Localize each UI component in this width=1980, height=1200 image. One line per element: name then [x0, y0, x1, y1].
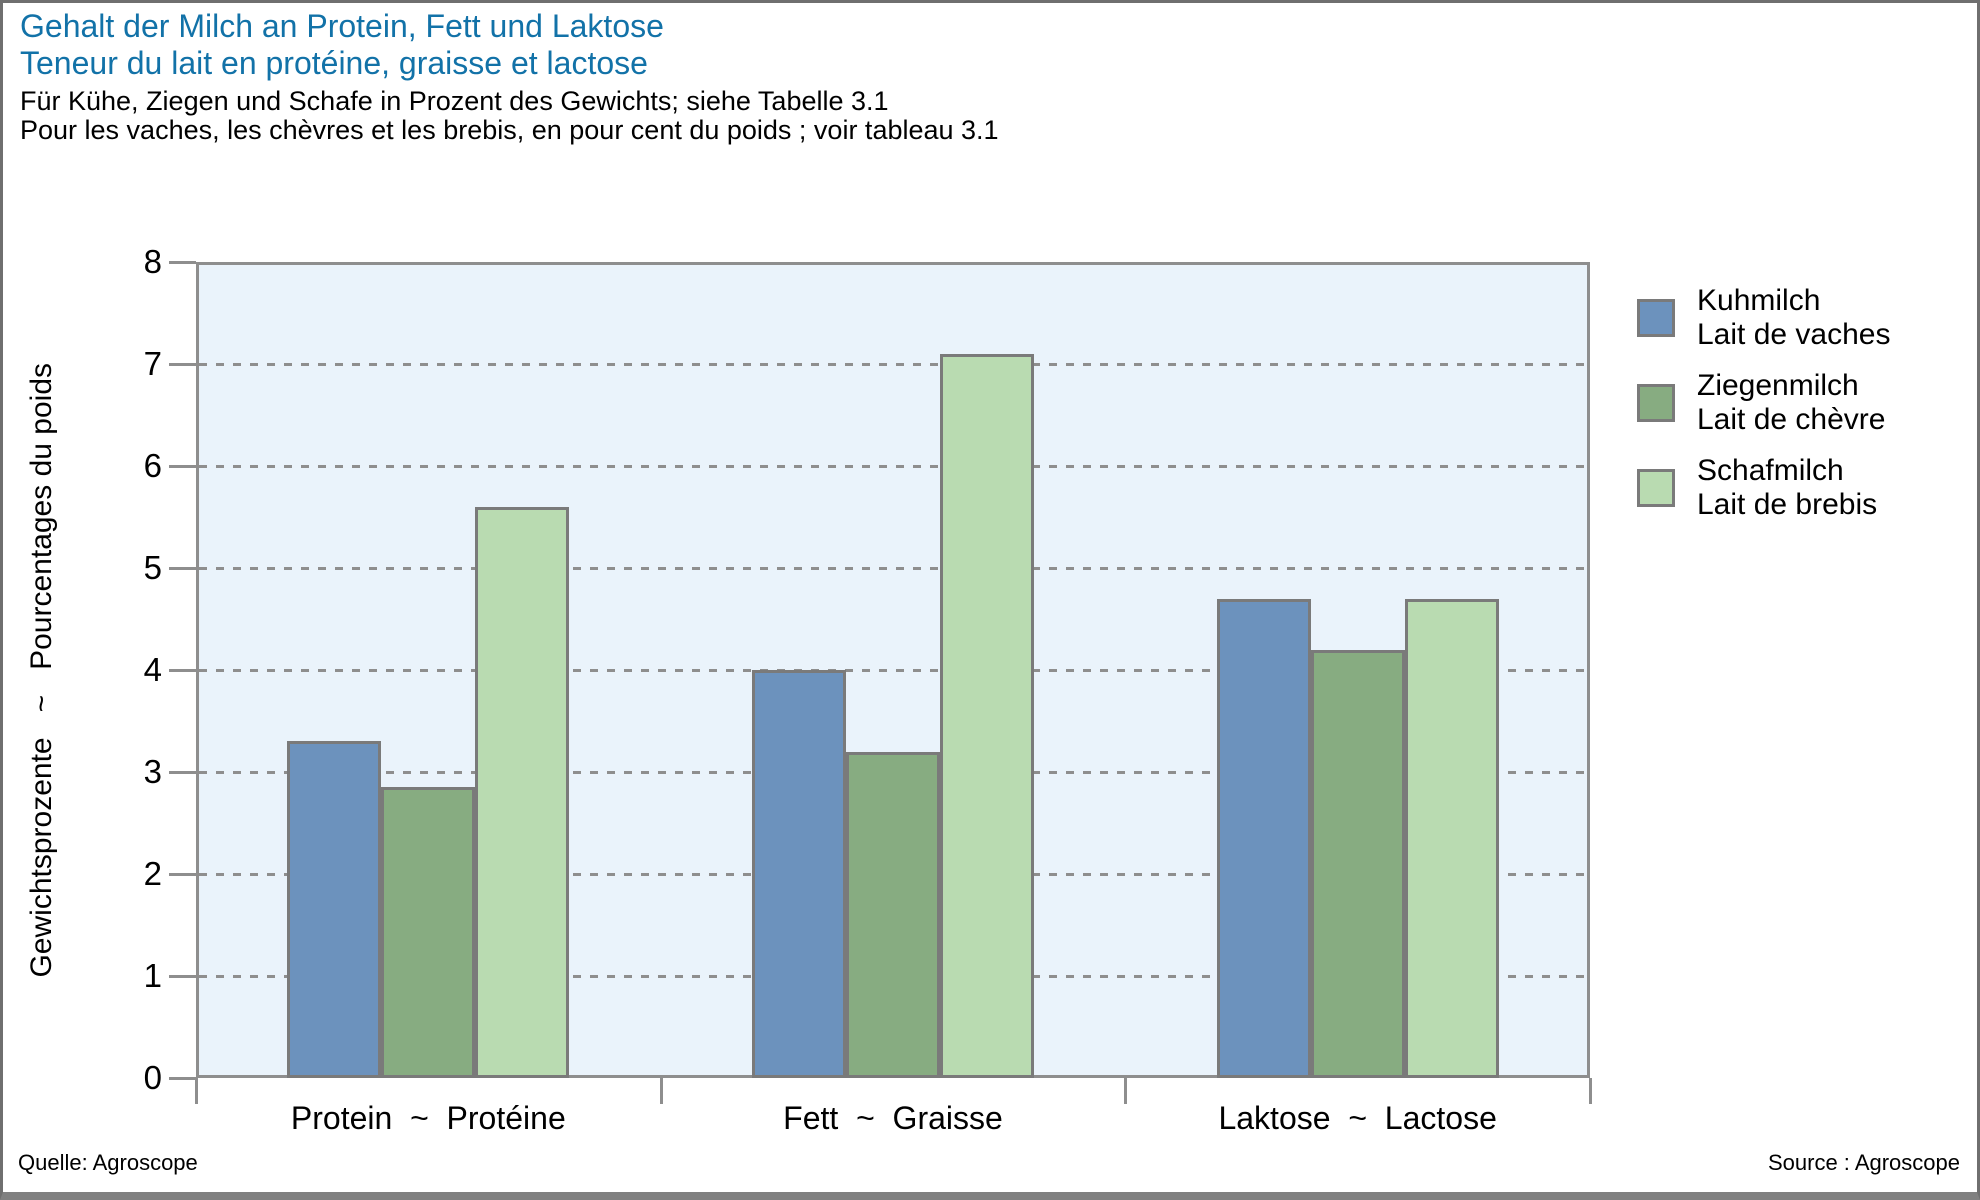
- y-tick-8: [169, 261, 196, 264]
- x-tick-0: [195, 1078, 198, 1104]
- bar-ziegenmilch-group3: [1311, 650, 1405, 1078]
- y-tick-label-6: 6: [143, 447, 162, 484]
- y-tick-4: [169, 669, 196, 672]
- x-tick-2: [1124, 1078, 1128, 1104]
- chart-subtitle-de: Für Kühe, Ziegen und Schafe in Prozent d…: [20, 86, 889, 116]
- legend-item-schafmilch: Schafmilch Lait de brebis: [1637, 454, 1890, 522]
- y-tick-label-3: 3: [143, 753, 162, 790]
- y-tick-label-5: 5: [143, 549, 162, 586]
- y-tick-0: [169, 1077, 196, 1080]
- chart-title-fr: Teneur du lait en protéine, graisse et l…: [20, 45, 648, 81]
- x-tick-1: [659, 1078, 663, 1104]
- bar-kuhmilch-group3: [1217, 599, 1311, 1078]
- chart-subtitle-fr: Pour les vaches, les chèvres et les breb…: [20, 115, 999, 145]
- y-tick-label-1: 1: [143, 957, 162, 994]
- chart-title-de: Gehalt der Milch an Protein, Fett und La…: [20, 8, 664, 44]
- y-tick-label-8: 8: [143, 243, 162, 280]
- legend-swatch-ziegenmilch: [1637, 384, 1675, 422]
- x-axis-label-1: Protein ~ Protéine: [290, 1100, 566, 1136]
- y-tick-7: [169, 363, 196, 366]
- bar-kuhmilch-group2: [752, 670, 846, 1078]
- chart-legend: Kuhmilch Lait de vaches Ziegenmilch Lait …: [1637, 284, 1890, 539]
- y-tick-label-0: 0: [143, 1059, 162, 1096]
- y-tick-label-7: 7: [143, 345, 162, 382]
- y-tick-label-2: 2: [143, 855, 162, 892]
- y-tick-label-4: 4: [143, 651, 162, 688]
- bar-schafmilch-group3: [1405, 599, 1499, 1078]
- x-axis-label-3: Laktose ~ Lactose: [1218, 1100, 1497, 1136]
- legend-swatch-kuhmilch: [1637, 299, 1675, 337]
- gridline-4: [199, 669, 1587, 672]
- x-tick-3: [1589, 1078, 1592, 1104]
- legend-swatch-schafmilch: [1637, 469, 1675, 507]
- gridline-6: [199, 465, 1587, 468]
- gridline-7: [199, 363, 1587, 366]
- y-tick-6: [169, 465, 196, 468]
- legend-label-kuhmilch: Kuhmilch Lait de vaches: [1697, 284, 1891, 351]
- y-tick-3: [169, 771, 196, 774]
- bar-schafmilch-group2: [940, 354, 1034, 1078]
- bar-ziegenmilch-group1: [381, 787, 475, 1078]
- source-note-de: Quelle: Agroscope: [18, 1150, 198, 1175]
- bar-schafmilch-group1: [475, 507, 569, 1078]
- legend-item-kuhmilch: Kuhmilch Lait de vaches: [1637, 284, 1890, 352]
- bar-ziegenmilch-group2: [846, 752, 940, 1078]
- y-tick-2: [169, 873, 196, 876]
- y-tick-5: [169, 567, 196, 570]
- legend-label-ziegenmilch: Ziegenmilch Lait de chèvre: [1697, 369, 1886, 436]
- legend-label-schafmilch: Schafmilch Lait de brebis: [1697, 454, 1878, 521]
- x-axis-label-2: Fett ~ Graisse: [783, 1100, 1003, 1136]
- gridline-5: [199, 567, 1587, 570]
- source-note-fr: Source : Agroscope: [1767, 1150, 1960, 1175]
- bar-kuhmilch-group1: [287, 741, 381, 1078]
- header: Gehalt der Milch an Protein, Fett und La…: [20, 8, 999, 145]
- y-tick-1: [169, 975, 196, 978]
- legend-item-ziegenmilch: Ziegenmilch Lait de chèvre: [1637, 369, 1890, 437]
